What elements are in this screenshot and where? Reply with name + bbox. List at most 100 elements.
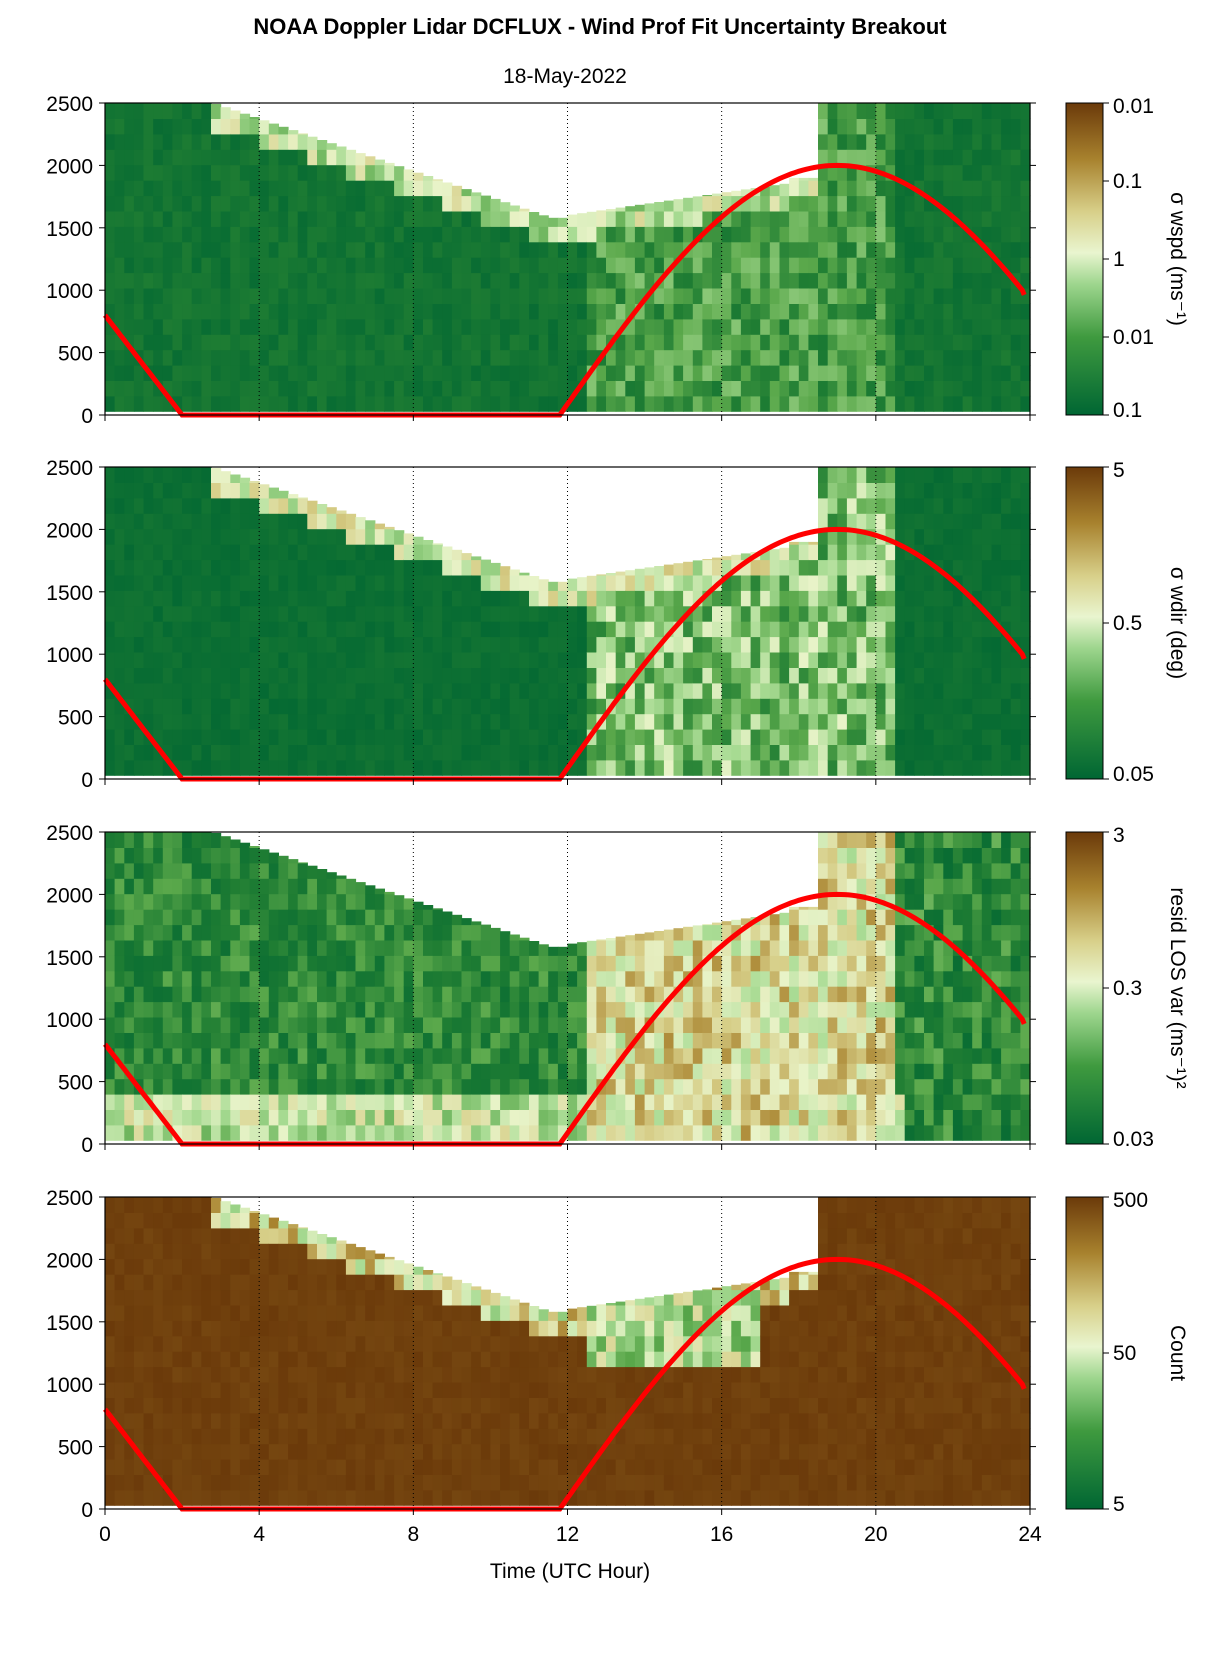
heatmap-cell — [182, 832, 193, 848]
heatmap-cell — [114, 939, 125, 956]
heatmap-cell — [895, 590, 906, 607]
heatmap-cell — [933, 893, 944, 910]
heatmap-cell — [451, 939, 463, 956]
heatmap-cell — [529, 698, 540, 715]
heatmap-cell — [673, 652, 684, 668]
heatmap-cell — [846, 1017, 858, 1033]
heatmap-cell — [259, 303, 270, 320]
heatmap-cell — [557, 667, 569, 684]
heatmap-cell — [991, 528, 1002, 545]
heatmap-cell — [827, 349, 838, 366]
heatmap-cell — [567, 334, 578, 351]
heatmap-cell — [798, 1047, 809, 1064]
heatmap-cell — [230, 210, 241, 227]
heatmap-cell — [239, 986, 251, 1003]
heatmap-cell — [191, 878, 202, 895]
heatmap-cell — [596, 288, 607, 304]
heatmap-cell — [586, 759, 597, 776]
heatmap-cell — [760, 365, 771, 381]
heatmap-cell — [432, 636, 443, 653]
heatmap-cell — [606, 667, 617, 684]
heatmap-cell — [933, 349, 944, 366]
heatmap-cell — [760, 636, 771, 653]
heatmap-cell — [702, 924, 713, 941]
heatmap-cell — [201, 1063, 212, 1080]
heatmap-cell — [480, 744, 491, 761]
heatmap-cell — [991, 1078, 1002, 1095]
heatmap-cell — [133, 759, 145, 776]
heatmap-cell — [230, 621, 241, 638]
heatmap-cell — [162, 195, 173, 212]
heatmap-cell — [827, 1124, 838, 1141]
heatmap-cell — [837, 482, 848, 499]
heatmap-cell — [538, 759, 549, 776]
heatmap-cell — [191, 380, 202, 397]
heatmap-cell — [461, 553, 472, 561]
heatmap-cell — [500, 939, 511, 956]
heatmap-cell — [846, 482, 858, 499]
heatmap-cell — [904, 349, 915, 366]
heatmap-cell — [606, 713, 617, 730]
heatmap-cell — [191, 590, 202, 607]
heatmap-cell — [663, 682, 675, 699]
heatmap-cell — [943, 893, 954, 910]
heatmap-cell — [201, 713, 212, 730]
heatmap-cell — [981, 482, 992, 499]
heatmap-cell — [663, 1094, 675, 1110]
heatmap-cell — [1020, 195, 1031, 212]
heatmap-cell — [336, 1047, 347, 1064]
heatmap-cell — [596, 759, 607, 776]
heatmap-cell — [808, 729, 819, 745]
heatmap-cell — [798, 544, 809, 561]
heatmap-cell — [846, 118, 858, 135]
heatmap-cell — [529, 1047, 540, 1064]
heatmap-cell — [239, 288, 251, 304]
heatmap-cell — [201, 544, 212, 561]
heatmap-cell — [442, 318, 453, 335]
heatmap-cell — [365, 288, 376, 304]
heatmap-cell — [538, 318, 549, 335]
heatmap-cell — [846, 924, 858, 941]
heatmap-cell — [182, 744, 193, 761]
heatmap-cell — [471, 1109, 482, 1126]
heatmap-cell — [924, 380, 935, 397]
heatmap-cell — [981, 759, 992, 776]
heatmap-cell — [345, 574, 357, 591]
heatmap-cell — [798, 288, 809, 304]
heatmap-cell — [846, 257, 858, 274]
heatmap-cell — [625, 395, 636, 412]
heatmap-cell — [105, 1063, 116, 1080]
heatmap-cell — [211, 862, 222, 879]
heatmap-cell — [548, 217, 559, 227]
heatmap-cell — [509, 334, 520, 351]
heatmap-cell — [114, 133, 125, 150]
heatmap-cell — [837, 1001, 848, 1018]
heatmap-cell — [172, 713, 183, 730]
y-tick-label: 2000 — [46, 519, 93, 542]
heatmap-cell — [837, 986, 848, 1003]
heatmap-cell — [307, 195, 318, 212]
heatmap-cell — [239, 970, 251, 987]
heatmap-cell — [972, 365, 983, 381]
heatmap-cell — [201, 832, 212, 848]
heatmap-cell — [866, 334, 877, 351]
colorbar — [1065, 102, 1104, 416]
heatmap-cell — [991, 1094, 1002, 1110]
heatmap-cell — [557, 241, 569, 258]
heatmap-cell — [191, 862, 202, 879]
heatmap-cell — [750, 559, 761, 576]
heatmap-cell — [278, 574, 289, 591]
heatmap-cell — [962, 939, 973, 956]
heatmap-cell — [403, 559, 414, 576]
heatmap-cell — [278, 497, 289, 514]
heatmap-cell — [423, 395, 434, 412]
heatmap-cell — [278, 744, 289, 761]
heatmap-cell — [394, 955, 405, 972]
heatmap-cell — [885, 180, 896, 197]
heatmap-cell — [500, 395, 511, 412]
heatmap-cell — [1001, 590, 1012, 607]
heatmap-cell — [172, 164, 183, 181]
heatmap-cell — [557, 744, 569, 761]
heatmap-cell — [143, 195, 154, 212]
heatmap-cell — [105, 334, 116, 351]
